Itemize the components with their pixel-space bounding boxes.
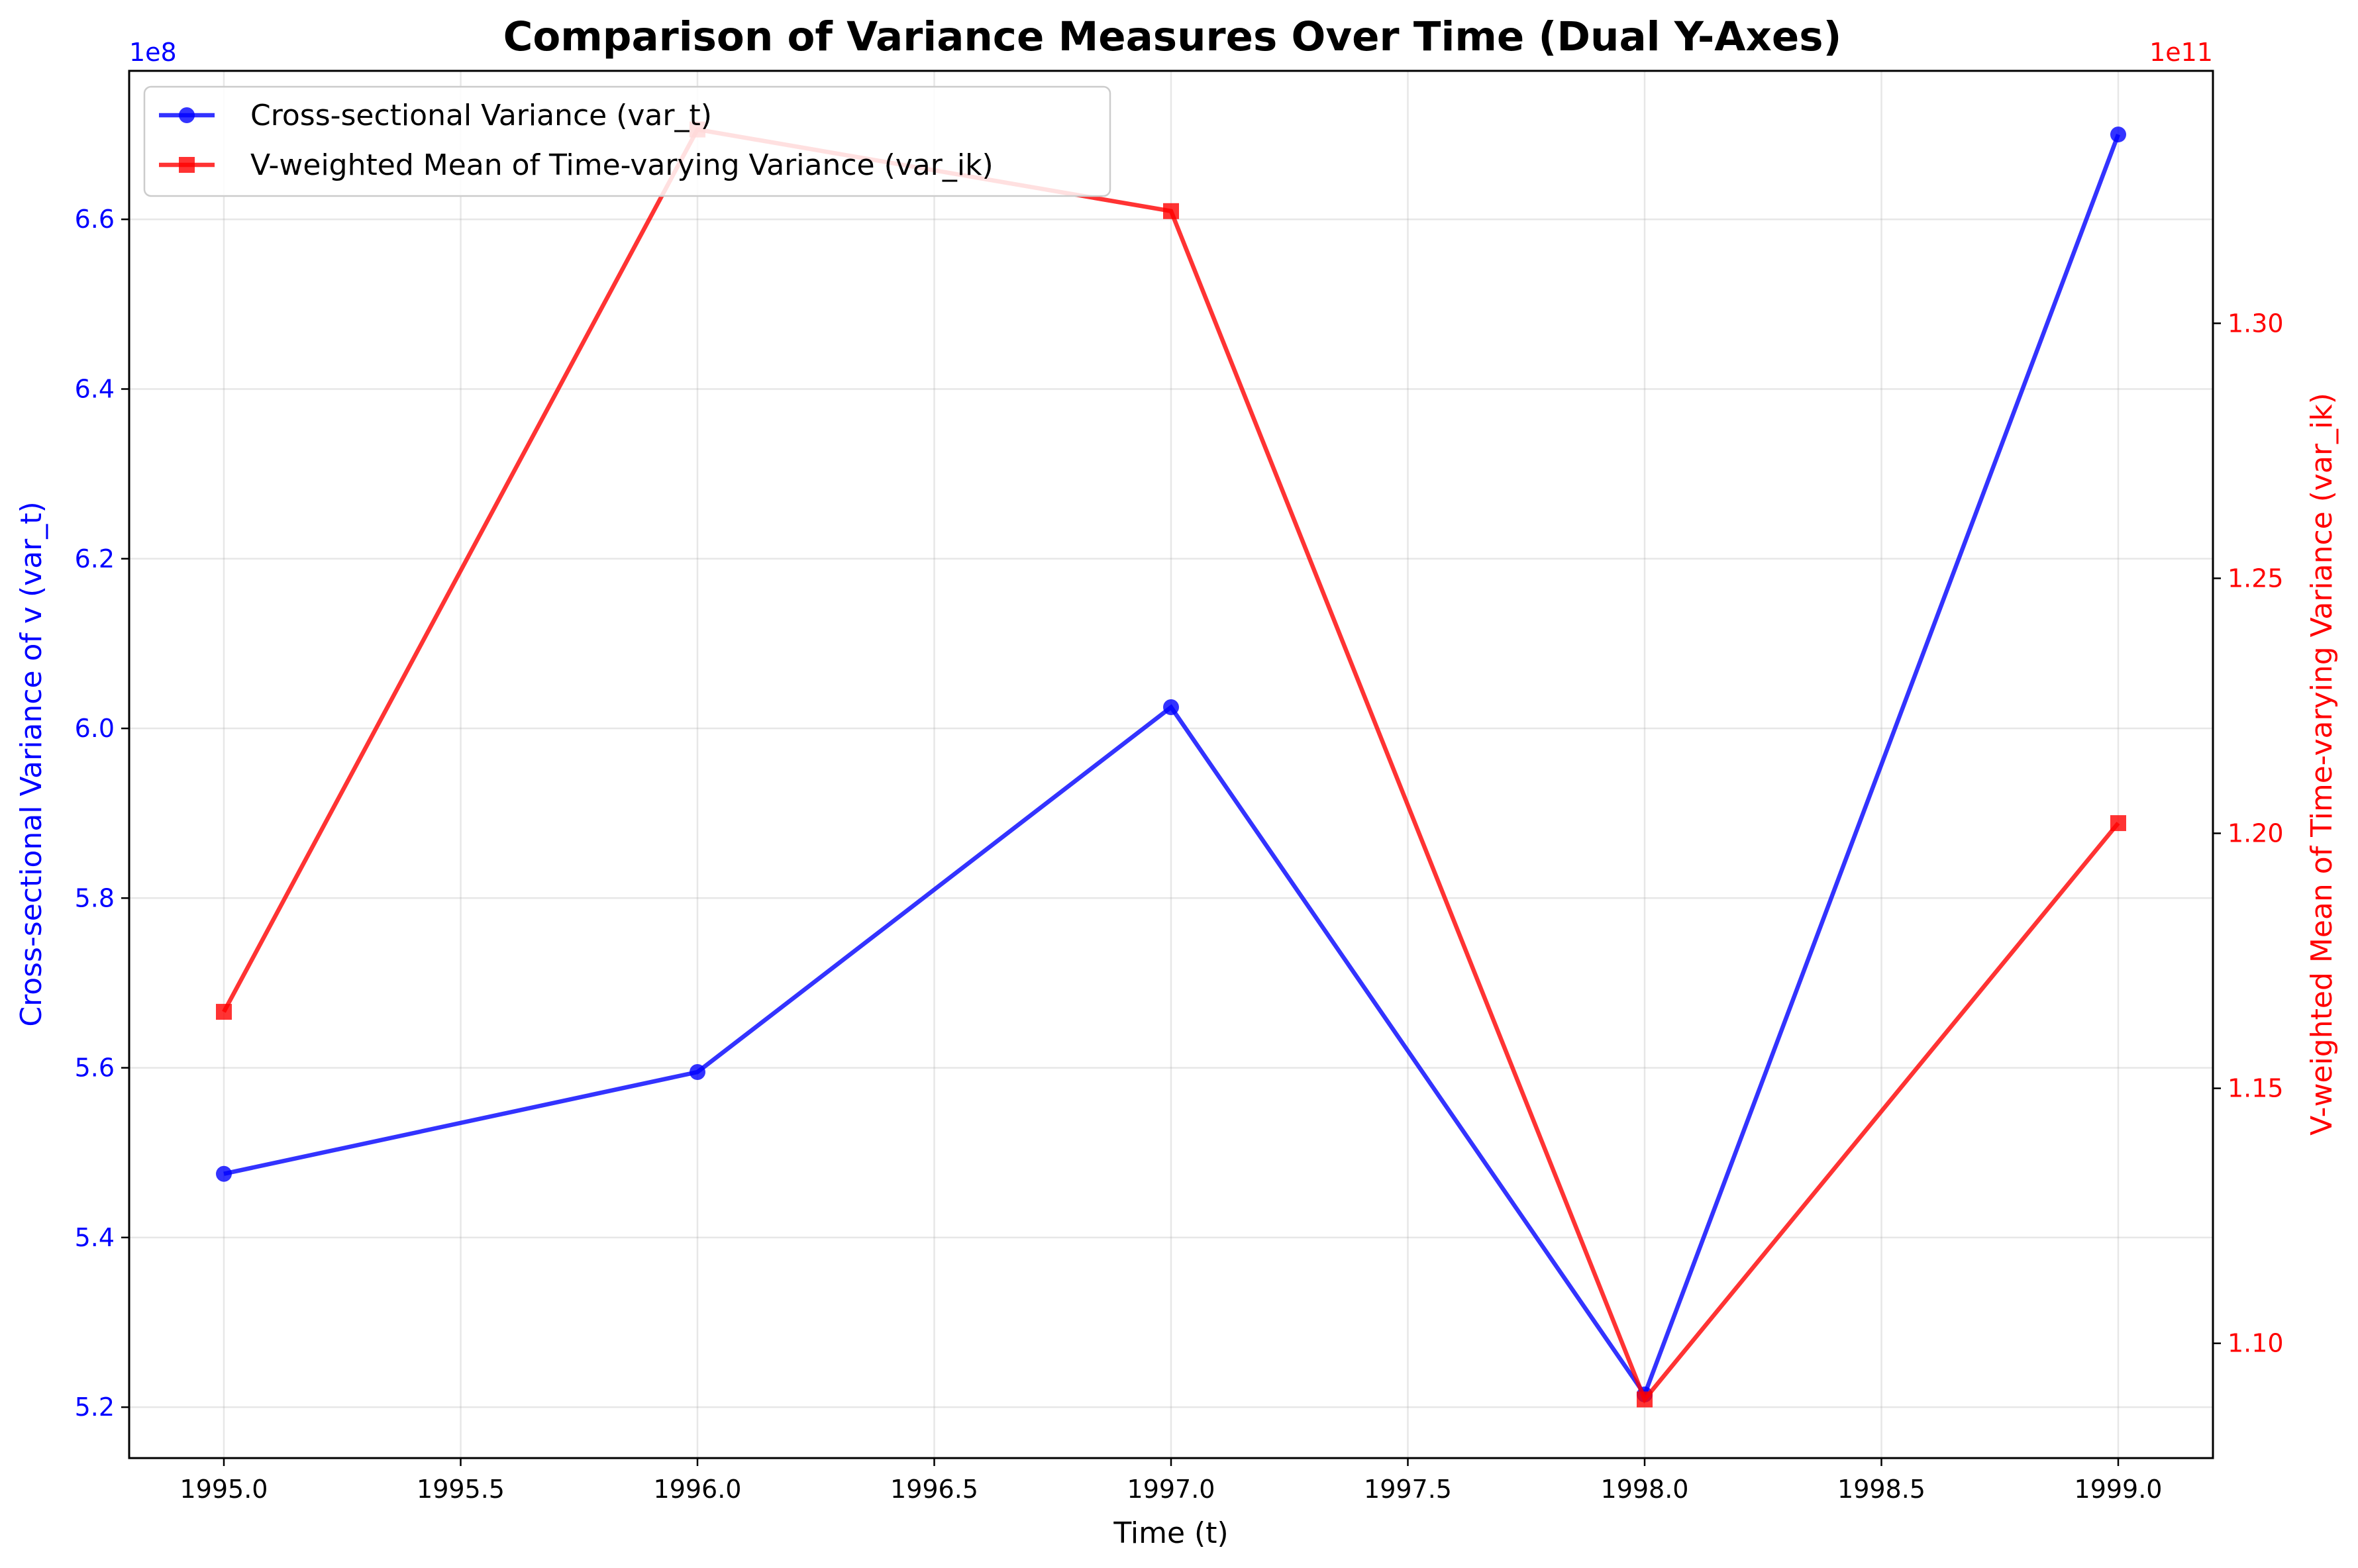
x-tick-label: 1995.0 [180, 1475, 268, 1504]
x-tick-label: 1996.0 [654, 1475, 742, 1504]
legend: Cross-sectional Variance (var_t) V-weigh… [143, 85, 1111, 197]
chart-title: Comparison of Variance Measures Over Tim… [503, 13, 1842, 60]
left-tick-label: 5.4 [75, 1223, 115, 1252]
left-tick-label: 6.6 [75, 205, 115, 234]
right-tick-label: 1.30 [2228, 309, 2284, 338]
data-point-circle [216, 1165, 232, 1182]
left-tick-label: 5.8 [75, 883, 115, 912]
x-axis-ticks: 1995.0 1995.5 1996.0 1996.5 1997.0 1997.5 1998… [180, 1458, 2163, 1504]
series-layer [216, 121, 2126, 1408]
left-y-axis-label: Cross-sectional Variance of v (var_t) [15, 501, 48, 1026]
right-tick-label: 1.10 [2228, 1329, 2284, 1358]
legend-box [143, 85, 1111, 197]
legend-entry-var-ik: V-weighted Mean of Time-varying Variance… [159, 148, 994, 182]
x-axis-label: Time (t) [1113, 1516, 1228, 1550]
x-tick-label: 1997.5 [1364, 1475, 1452, 1504]
x-tick-label: 1998.5 [1837, 1475, 1925, 1504]
x-tick-label: 1996.5 [890, 1475, 978, 1504]
left-tick-label: 6.2 [75, 544, 115, 573]
legend-entry-var-t: Cross-sectional Variance (var_t) [159, 99, 712, 132]
left-tick-label: 6.0 [75, 714, 115, 743]
left-tick-label: 5.2 [75, 1393, 115, 1422]
data-point-circle [2110, 126, 2126, 143]
data-point-square [1163, 203, 1179, 219]
x-tick-label: 1995.5 [417, 1475, 505, 1504]
data-point-square [216, 1004, 232, 1020]
right-axis-offset-label: 1e11 [2149, 38, 2213, 67]
x-tick-label: 1997.0 [1127, 1475, 1215, 1504]
right-y-axis-ticks: 1.10 1.15 1.20 1.25 1.30 [2213, 309, 2284, 1358]
gridlines [129, 71, 2213, 1458]
right-tick-label: 1.25 [2228, 564, 2284, 593]
right-y-axis-label: V-weighted Mean of Time-varying Variance… [2305, 393, 2339, 1136]
legend-label-var-t: Cross-sectional Variance (var_t) [250, 99, 712, 132]
left-tick-label: 6.4 [75, 375, 115, 404]
right-tick-label: 1.20 [2228, 818, 2284, 848]
left-axis-offset-label: 1e8 [129, 38, 177, 67]
left-y-axis-ticks: 5.2 5.4 5.6 5.8 6.0 6.2 6.4 6.6 [75, 205, 129, 1422]
data-point-circle [1163, 699, 1179, 716]
legend-marker-square [179, 157, 195, 173]
data-point-square [2110, 815, 2126, 832]
x-tick-label: 1999.0 [2075, 1475, 2163, 1504]
x-tick-label: 1998.0 [1601, 1475, 1689, 1504]
data-point-circle [690, 1063, 705, 1080]
legend-marker-circle [179, 107, 195, 123]
right-tick-label: 1.15 [2228, 1074, 2284, 1103]
left-tick-label: 5.6 [75, 1054, 115, 1083]
data-point-square [1637, 1391, 1653, 1408]
legend-label-var-ik: V-weighted Mean of Time-varying Variance… [250, 148, 994, 182]
